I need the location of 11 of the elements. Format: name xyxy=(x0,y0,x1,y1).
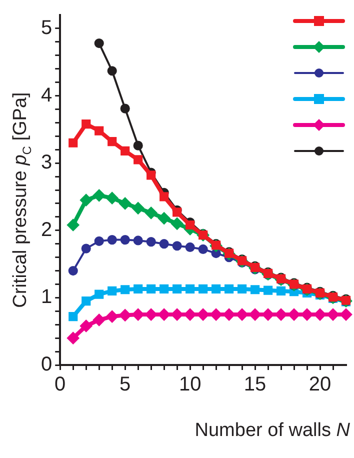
y-tick-label: 3 xyxy=(41,152,52,174)
y-tick-label: 0 xyxy=(41,354,52,376)
y-tick-label: 1 xyxy=(41,286,52,308)
y-tick-label: 4 xyxy=(41,84,52,106)
x-axis-title: Number of walls N xyxy=(194,420,350,442)
x-tick-label: 5 xyxy=(120,374,131,396)
x-tick-label: 15 xyxy=(244,374,266,396)
x-tick-label: 10 xyxy=(178,374,202,396)
x-tick-label: 20 xyxy=(308,374,332,396)
y-tick-label: 5 xyxy=(41,16,52,39)
y-tick-label: 2 xyxy=(41,218,52,241)
